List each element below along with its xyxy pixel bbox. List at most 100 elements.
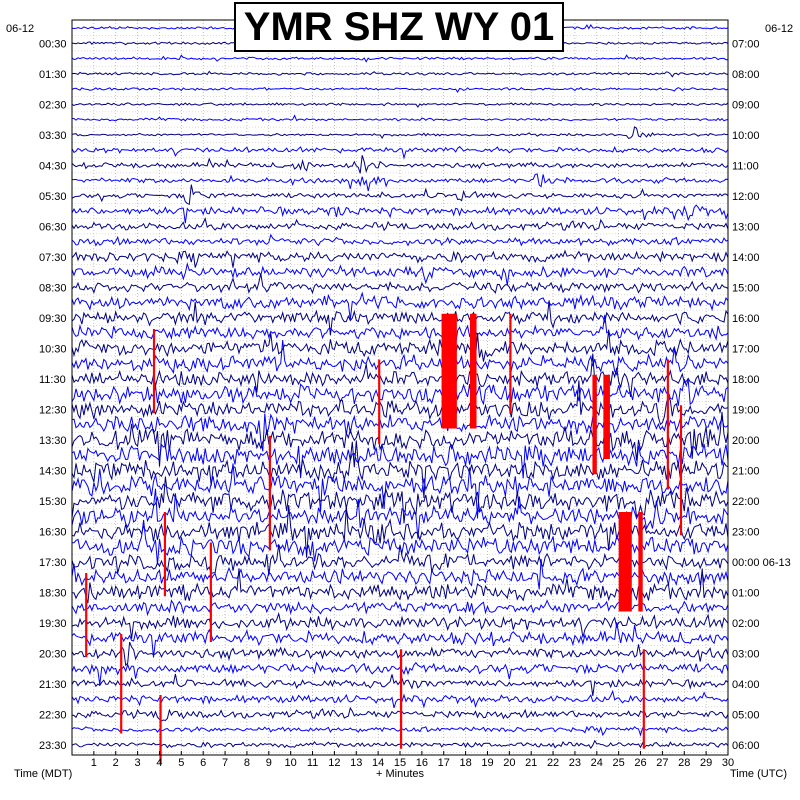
trace-line <box>71 378 729 406</box>
trace-line <box>71 353 729 397</box>
left-hour-label: 17:30 <box>39 557 67 569</box>
right-hour-label: 12:00 <box>732 191 760 203</box>
clipped-segment <box>638 512 643 612</box>
right-hour-label: 03:00 <box>732 648 760 660</box>
x-tick-label: 20 <box>503 757 515 769</box>
left-hour-label: 02:30 <box>39 99 67 111</box>
x-tick-label: 21 <box>525 757 537 769</box>
trace-line <box>71 184 729 206</box>
clipped-segment <box>268 435 271 551</box>
trace-line <box>71 380 729 426</box>
right-hour-label: 08:00 <box>732 69 760 81</box>
date-right: 06-12 <box>765 23 793 35</box>
right-axis-caption: Time (UTC) <box>730 768 787 780</box>
clipped-segment <box>679 405 683 536</box>
trace-line <box>71 86 729 93</box>
left-hour-label: 06:30 <box>39 221 67 233</box>
trace-line <box>71 463 729 519</box>
x-tick-label: 12 <box>328 757 340 769</box>
x-tick-label: 13 <box>350 757 362 769</box>
clipped-segment <box>618 512 632 612</box>
x-tick-label: 6 <box>200 757 206 769</box>
clipped-segment <box>603 374 610 459</box>
trace-line <box>71 440 729 498</box>
left-hour-label: 07:30 <box>39 252 67 264</box>
trace-line <box>71 54 728 63</box>
x-tick-label: 16 <box>416 757 428 769</box>
trace-line <box>71 300 729 336</box>
right-hour-label: 09:00 <box>732 99 760 111</box>
clipped-segment <box>642 649 645 749</box>
x-tick-label: 28 <box>678 757 690 769</box>
right-hour-label: 14:00 <box>732 252 760 264</box>
left-hour-label: 09:30 <box>39 313 67 325</box>
x-tick-label: 1 <box>91 757 97 769</box>
left-hour-label: 15:30 <box>39 496 67 508</box>
clipped-segments <box>85 313 683 764</box>
right-hour-label: 22:00 <box>732 496 760 508</box>
trace-line <box>71 611 729 639</box>
right-hour-label: 02:00 <box>732 618 760 630</box>
right-hour-label: 10:00 <box>732 130 760 142</box>
left-hour-label: 14:30 <box>39 465 67 477</box>
left-hour-label: 20:30 <box>39 648 67 660</box>
x-tick-label: 11 <box>307 757 318 769</box>
trace-line <box>71 261 729 286</box>
clipped-segment <box>592 374 597 475</box>
date-left: 06-12 <box>6 23 34 35</box>
clipped-segment <box>120 634 123 734</box>
left-hour-label: 16:30 <box>39 526 67 538</box>
right-hour-label: 20:00 <box>732 435 760 447</box>
trace-line <box>71 622 729 658</box>
trace-line <box>71 314 729 346</box>
clipped-segment <box>666 359 669 490</box>
right-hour-label: 07:00 <box>732 38 760 50</box>
right-hour-label: 17:00 <box>732 343 760 355</box>
x-tick-label: 3 <box>135 757 141 769</box>
left-axis-caption: Time (MDT) <box>14 768 72 780</box>
trace-line <box>71 233 729 247</box>
clipped-segment <box>152 329 156 414</box>
clipped-segment <box>163 512 167 597</box>
right-hour-label: 19:00 <box>732 404 760 416</box>
right-hour-label: 18:00 <box>732 374 760 386</box>
clipped-segment <box>378 359 381 444</box>
trace-line <box>71 413 729 452</box>
x-tick-label: 8 <box>244 757 250 769</box>
x-tick-label: 22 <box>547 757 559 769</box>
trace-line <box>71 126 729 139</box>
x-tick-label: 29 <box>700 757 712 769</box>
left-hour-label: 08:30 <box>39 282 67 294</box>
left-hour-label: 22:30 <box>39 709 67 721</box>
x-tick-label: 10 <box>285 757 297 769</box>
right-hour-label: 23:00 <box>732 526 760 538</box>
right-hour-label: 01:00 <box>732 587 760 599</box>
trace-line <box>71 273 729 295</box>
right-hour-label: 00:00 06-13 <box>732 557 791 569</box>
trace-line <box>71 217 729 232</box>
trace-line <box>71 476 729 524</box>
x-tick-labels: 1 2 3 4 5 6 7 8 9 10 11 12 13 14 15 16 17 18 19 20 21 22 23 24 2… <box>91 751 734 769</box>
right-hour-label: 13:00 <box>732 221 760 233</box>
left-hour-label: 18:30 <box>39 587 67 599</box>
x-tick-label: 30 <box>722 757 734 769</box>
x-axis-label: + Minutes <box>376 768 424 780</box>
x-tick-label: 18 <box>459 757 471 769</box>
right-hour-label: 11:00 <box>732 160 759 172</box>
right-hour-label: 05:00 <box>732 709 760 721</box>
clipped-segment <box>209 542 212 642</box>
left-hour-label: 00:30 <box>39 38 67 50</box>
trace-line <box>71 204 729 224</box>
left-hour-label: 12:30 <box>39 404 67 416</box>
left-hour-label: 10:30 <box>39 343 67 355</box>
clipped-segment <box>509 313 512 414</box>
x-tick-label: 5 <box>178 757 184 769</box>
x-tick-label: 4 <box>156 757 162 769</box>
trace-line <box>72 173 729 192</box>
x-tick-label: 17 <box>438 757 450 769</box>
trace-line <box>71 70 729 78</box>
x-tick-label: 14 <box>372 757 384 769</box>
x-tick-label: 9 <box>266 757 272 769</box>
left-hour-label: 13:30 <box>39 435 67 447</box>
